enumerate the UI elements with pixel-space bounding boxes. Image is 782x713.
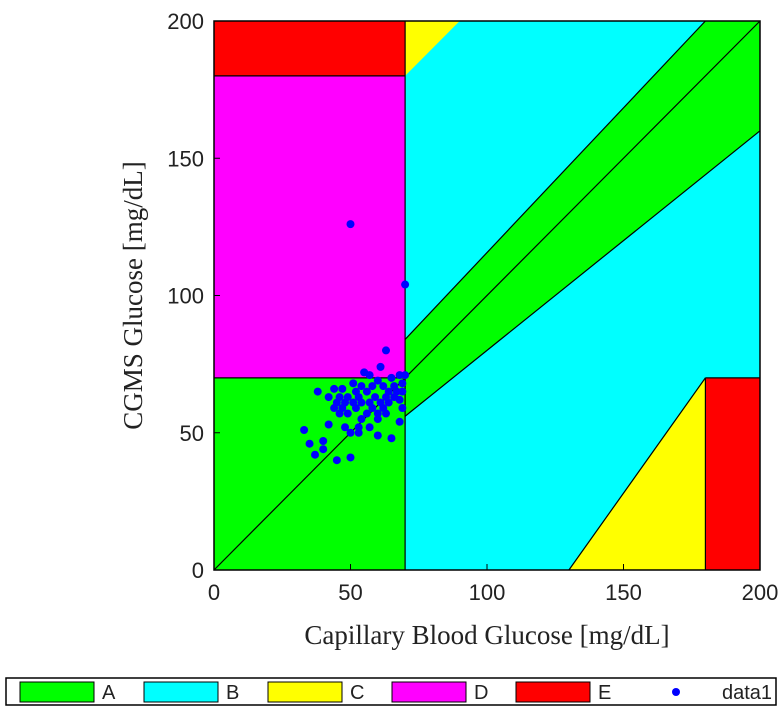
data-point-15 bbox=[398, 379, 407, 388]
data-point-7 bbox=[387, 373, 396, 382]
zone-e-region-7 bbox=[705, 377, 760, 570]
data-point-12 bbox=[368, 382, 377, 391]
data-point-66 bbox=[346, 453, 355, 462]
legend-label-b: B bbox=[226, 682, 239, 704]
x-tick-label: 200 bbox=[742, 580, 779, 605]
data-point-60 bbox=[373, 431, 382, 440]
data-point-20 bbox=[362, 387, 371, 396]
data-point-16 bbox=[330, 384, 339, 393]
legend-swatch-d bbox=[391, 681, 467, 703]
data-point-46 bbox=[343, 409, 352, 418]
data-point-23 bbox=[398, 387, 407, 396]
x-tick-label: 0 bbox=[208, 580, 220, 605]
data-point-47 bbox=[362, 409, 371, 418]
legend-label-data1: data1 bbox=[722, 682, 772, 704]
legend-box bbox=[5, 677, 777, 706]
data-point-65 bbox=[311, 450, 320, 459]
data-point-10 bbox=[349, 379, 358, 388]
zone-boundary-line-1 bbox=[404, 130, 761, 417]
data-point-67 bbox=[332, 456, 341, 465]
legend-marker-data1 bbox=[672, 688, 680, 696]
zone-a-region-1 bbox=[405, 21, 760, 417]
zone-d-region-3 bbox=[214, 75, 406, 378]
y-axis-label: CGMS Glucose [mg/dL] bbox=[118, 161, 148, 429]
data-point-31 bbox=[395, 395, 404, 404]
data-point-56 bbox=[365, 423, 374, 432]
y-tick-label: 100 bbox=[167, 284, 204, 309]
legend-label-d: D bbox=[474, 682, 488, 704]
data-point-11 bbox=[357, 382, 366, 391]
legend-swatch-a bbox=[19, 681, 95, 703]
data-point-5 bbox=[365, 371, 374, 380]
x-tick-label: 100 bbox=[469, 580, 506, 605]
data-point-24 bbox=[324, 393, 333, 402]
data-point-35 bbox=[357, 398, 366, 407]
data-point-2 bbox=[381, 346, 390, 355]
data-point-52 bbox=[395, 417, 404, 426]
lines-layer bbox=[213, 20, 761, 571]
data-point-1 bbox=[401, 280, 410, 289]
data-point-51 bbox=[373, 415, 382, 424]
data-point-9 bbox=[401, 371, 410, 380]
legend-label-c: C bbox=[350, 682, 364, 704]
data-point-38 bbox=[384, 398, 393, 407]
data-point-54 bbox=[341, 423, 350, 432]
data-point-39 bbox=[330, 404, 339, 413]
legend-swatch-e bbox=[515, 681, 591, 703]
data-point-18 bbox=[313, 387, 322, 396]
x-tick-label: 50 bbox=[338, 580, 362, 605]
legend-label-a: A bbox=[102, 682, 116, 704]
data-point-42 bbox=[368, 404, 377, 413]
data-point-41 bbox=[351, 404, 360, 413]
data-point-45 bbox=[335, 409, 344, 418]
data-point-3 bbox=[376, 362, 385, 371]
data-point-49 bbox=[381, 409, 390, 418]
data-point-48 bbox=[373, 409, 382, 418]
data-point-53 bbox=[324, 420, 333, 429]
zone-e-region-4 bbox=[214, 21, 406, 76]
x-axis-label: Capillary Blood Glucose [mg/dL] bbox=[304, 620, 669, 650]
data-point-6 bbox=[373, 376, 382, 385]
data-point-58 bbox=[346, 428, 355, 437]
data-point-64 bbox=[319, 445, 328, 454]
data-point-59 bbox=[354, 428, 363, 437]
data-point-28 bbox=[371, 393, 380, 402]
points-layer bbox=[300, 220, 410, 465]
data-point-44 bbox=[398, 404, 407, 413]
legend-swatch-b bbox=[143, 681, 219, 703]
legend-label-e: E bbox=[598, 682, 611, 704]
y-tick-label: 0 bbox=[192, 558, 204, 583]
data-point-62 bbox=[319, 436, 328, 445]
data-point-13 bbox=[379, 382, 388, 391]
data-point-50 bbox=[357, 415, 366, 424]
zone-boundary-line-6 bbox=[568, 377, 706, 571]
zone-boundary-line-2 bbox=[404, 20, 706, 340]
data-point-61 bbox=[387, 434, 396, 443]
zone-c-region-5 bbox=[405, 21, 460, 76]
data-point-63 bbox=[305, 439, 314, 448]
ticks-layer: 0 50 100 150 200 0 50 100 150 200 bbox=[167, 9, 778, 605]
y-tick-label: 50 bbox=[180, 421, 204, 446]
y-tick-label: 150 bbox=[167, 146, 204, 171]
data-point-0 bbox=[346, 220, 355, 229]
x-tick-label: 150 bbox=[605, 580, 642, 605]
data-point-17 bbox=[338, 384, 347, 393]
zone-boundary-line-0 bbox=[213, 20, 761, 571]
y-tick-label: 200 bbox=[167, 9, 204, 34]
data-point-55 bbox=[354, 423, 363, 432]
data-point-57 bbox=[300, 426, 309, 435]
legend-swatch-c bbox=[267, 681, 343, 703]
